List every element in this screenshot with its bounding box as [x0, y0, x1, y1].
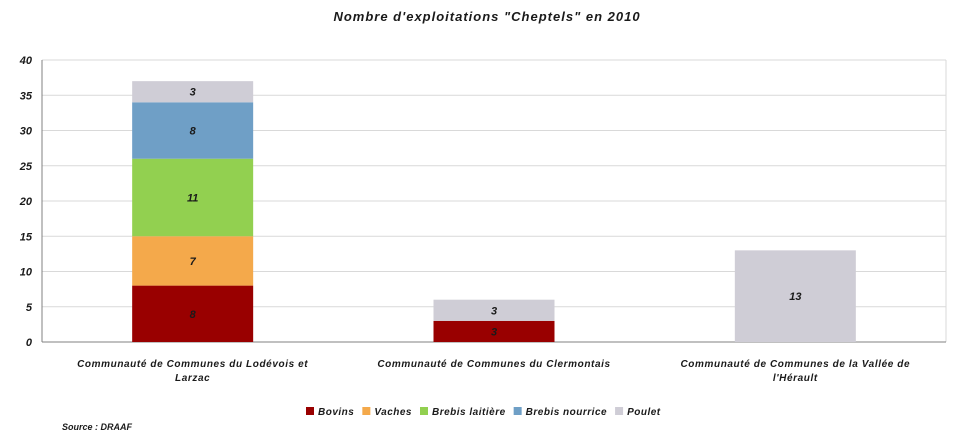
source-note: Source : DRAAF — [62, 422, 133, 432]
bar-segment — [132, 102, 254, 159]
bar-segment — [734, 250, 856, 342]
y-tick-label: 30 — [20, 126, 33, 138]
y-tick-label: 5 — [26, 302, 33, 314]
x-category-label: l'Hérault — [773, 373, 818, 384]
data-label: 3 — [491, 326, 497, 338]
bar-segment — [132, 236, 254, 286]
legend-swatch — [615, 407, 624, 415]
bar-segment — [132, 81, 254, 103]
bar-segment — [132, 158, 254, 237]
bar-segment — [433, 320, 555, 342]
y-axis: 0 5 10 15 20 25 30 35 40 — [19, 55, 33, 349]
x-axis: Communauté de Communes du Lodévois et Lar… — [77, 359, 910, 384]
y-tick-label: 10 — [20, 267, 33, 279]
x-category-label: Larzac — [175, 373, 210, 384]
data-label: 3 — [491, 305, 497, 317]
data-label: 8 — [190, 309, 197, 321]
y-tick-label: 0 — [26, 337, 33, 349]
bar-segment — [132, 285, 254, 342]
legend: Bovins Vaches Brebis laitière Brebis nourri… — [306, 407, 661, 418]
y-tick-label: 15 — [20, 231, 33, 243]
data-label: 11 — [187, 192, 198, 204]
legend-swatch — [306, 407, 314, 415]
x-category-label: Communauté de Communes du Clermontais — [377, 359, 610, 370]
legend-label: Brebis laitière — [432, 407, 506, 418]
bar-segment — [433, 299, 555, 321]
legend-label: Bovins — [318, 407, 354, 418]
y-tick-label: 40 — [19, 55, 33, 67]
x-category-label: Communauté de Communes du Lodévois et — [77, 359, 308, 370]
legend-label: Vaches — [374, 407, 412, 418]
data-label: 7 — [190, 256, 197, 268]
y-tick-label: 35 — [20, 90, 33, 102]
data-label: 13 — [789, 291, 801, 303]
chart-title: Nombre d'exploitations "Cheptels" en 201… — [333, 9, 640, 24]
legend-swatch — [362, 407, 371, 415]
x-category-label: Communauté de Communes de la Vallée de — [680, 359, 910, 370]
legend-swatch — [420, 407, 428, 415]
data-label: 8 — [190, 126, 197, 138]
bars: 8 7 11 8 3 3 3 13 — [132, 81, 856, 342]
y-tick-label: 25 — [19, 161, 33, 173]
legend-swatch — [513, 407, 522, 415]
legend-label: Poulet — [627, 407, 661, 418]
legend-label: Brebis nourrice — [526, 407, 607, 418]
data-label: 3 — [190, 87, 196, 99]
y-tick-label: 20 — [19, 196, 33, 208]
